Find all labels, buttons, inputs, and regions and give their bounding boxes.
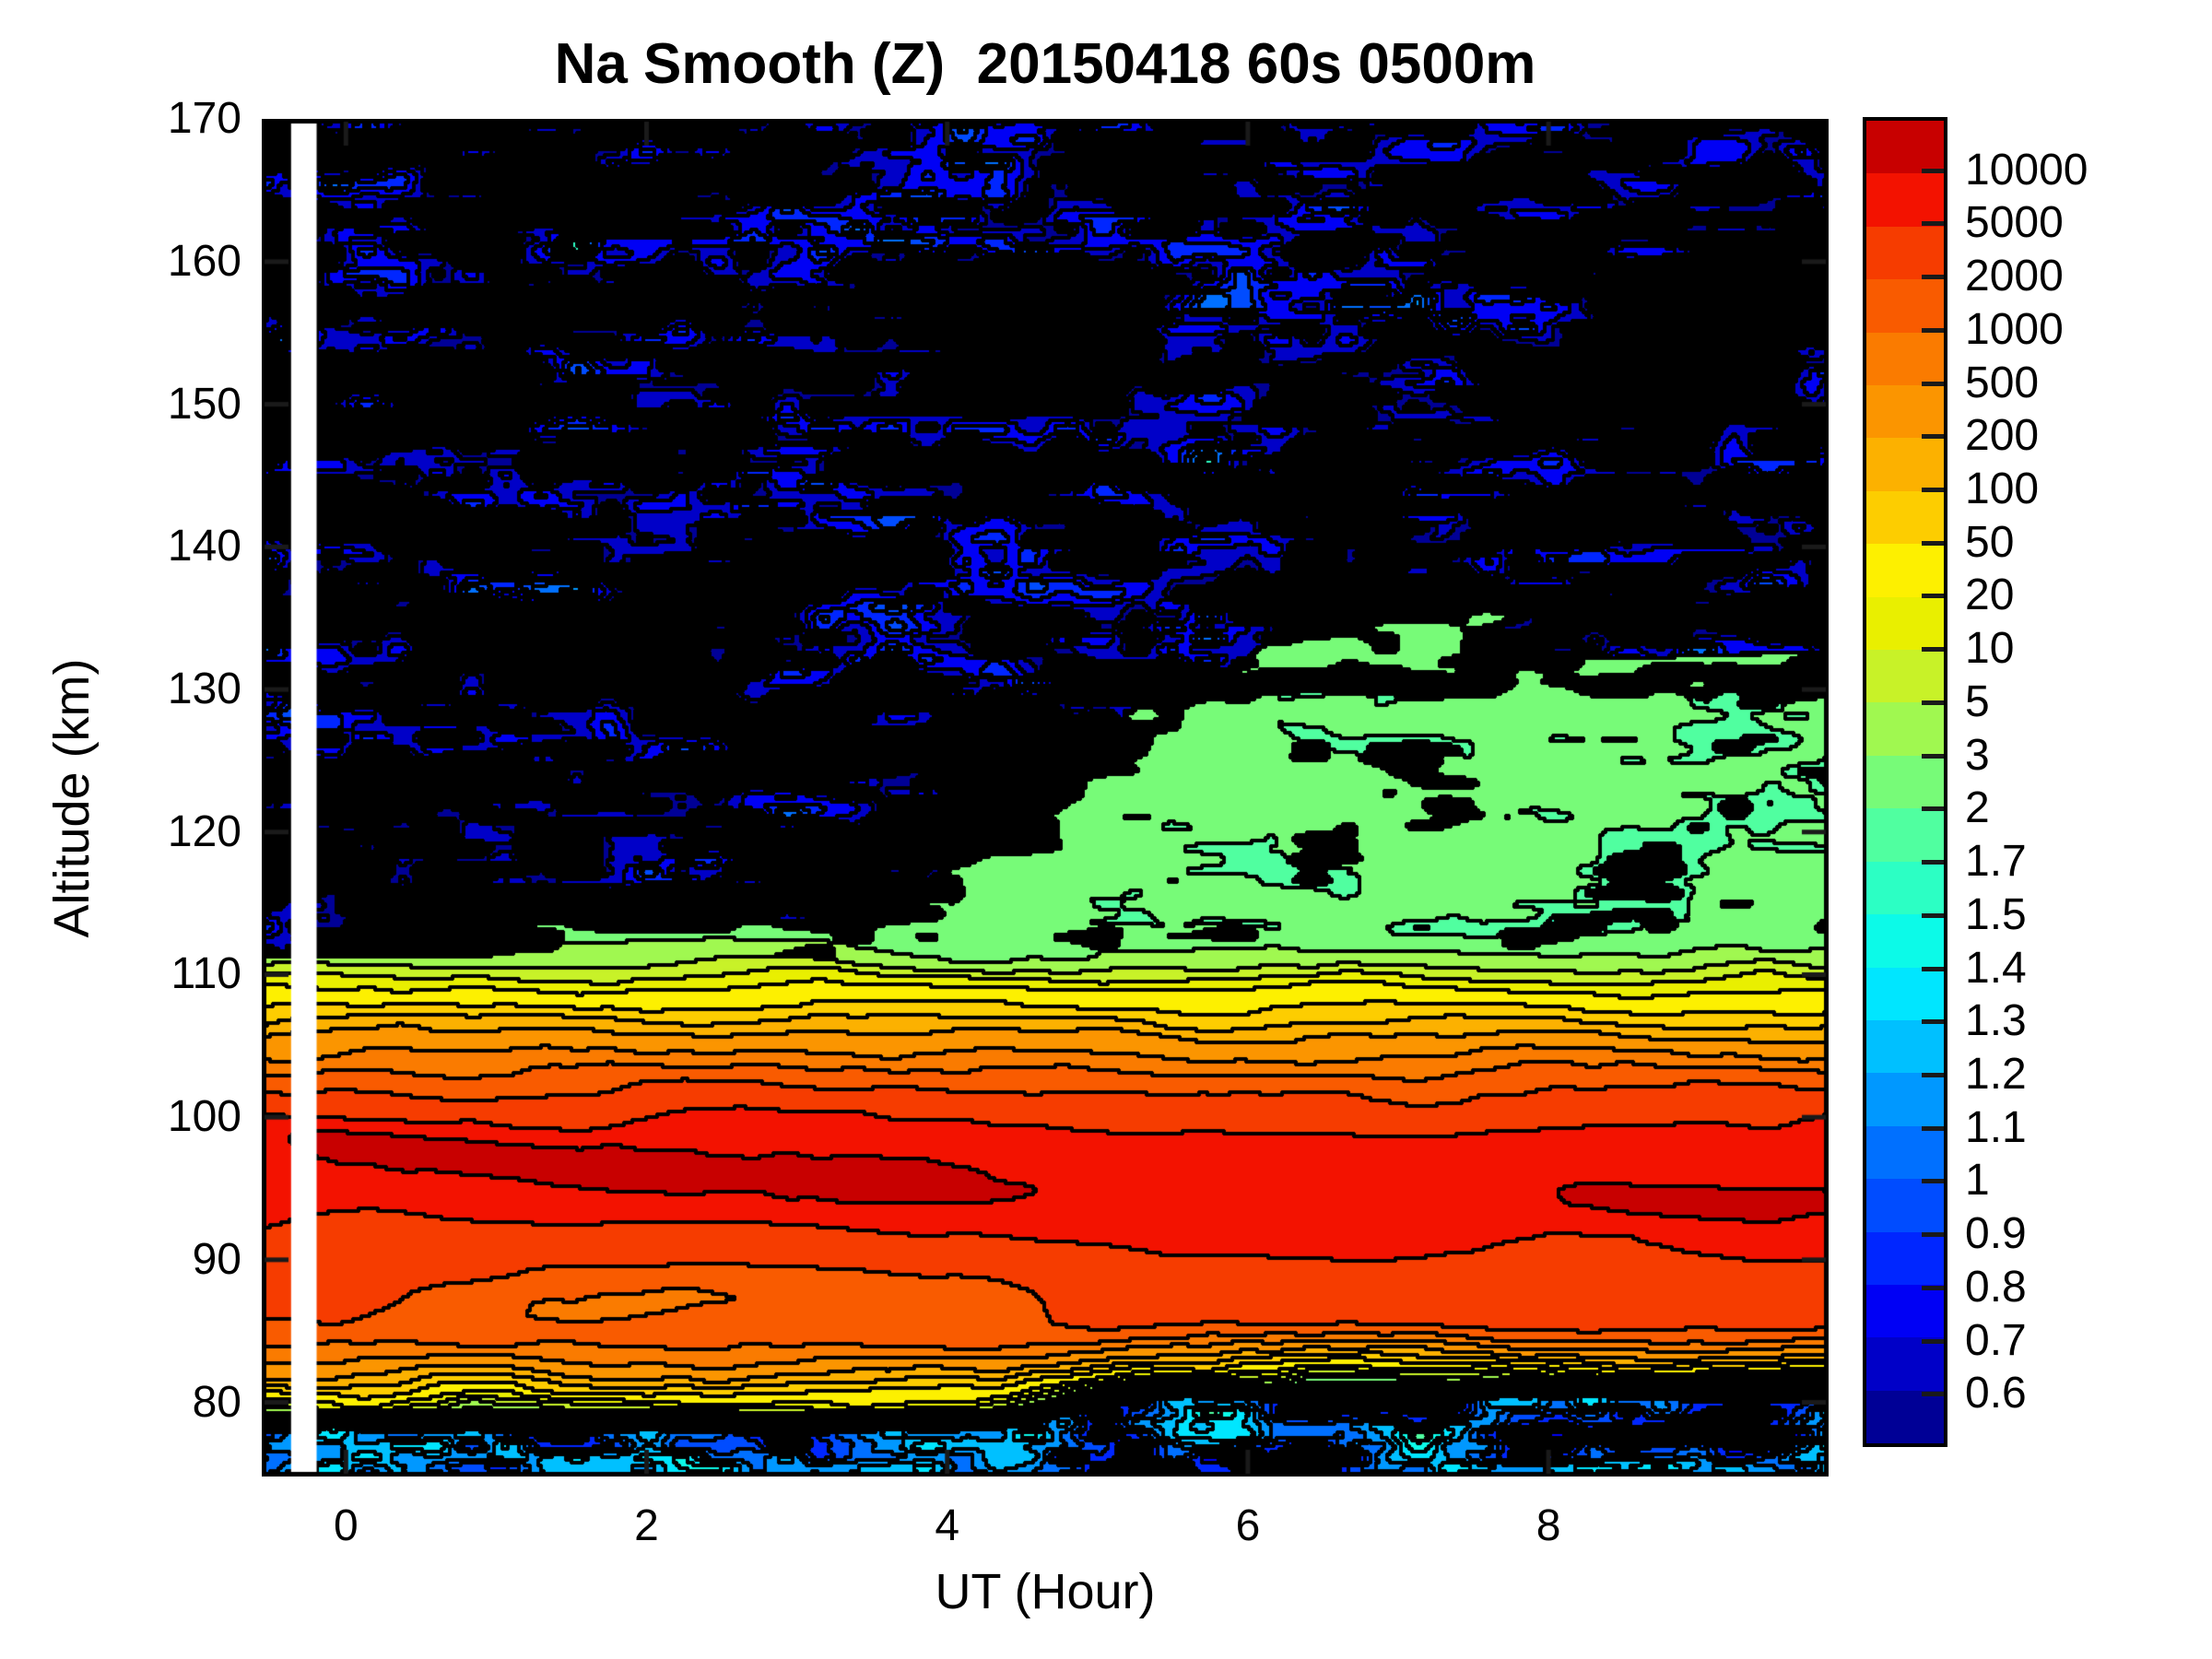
- colorbar-tick-label: 5: [1965, 677, 1990, 726]
- colorbar-tick-label: 1.5: [1965, 889, 2027, 939]
- colorbar-tick: [1922, 327, 1944, 333]
- colorbar-band: [1866, 596, 1944, 651]
- colorbar-band: [1866, 490, 1944, 545]
- colorbar-band: [1866, 650, 1944, 703]
- colorbar-tick-label: 10000: [1965, 145, 2088, 194]
- x-tick-label: 8: [1535, 1501, 1561, 1550]
- colorbar-band: [1866, 861, 1944, 915]
- colorbar-band: [1866, 279, 1944, 333]
- colorbar-tick-label: 50: [1965, 517, 2015, 567]
- colorbar-band: [1866, 226, 1944, 280]
- y-axis-label: Altitude (km): [44, 658, 100, 938]
- colorbar-tick-label: 1.4: [1965, 943, 2027, 993]
- y-tick-label: 140: [167, 522, 241, 571]
- colorbar-tick-label: 200: [1965, 411, 2040, 461]
- colorbar-band: [1866, 173, 1944, 227]
- colorbar-band: [1866, 914, 1944, 968]
- colorbar-band: [1866, 702, 1944, 756]
- colorbar-band: [1866, 1390, 1944, 1444]
- y-tick-label: 90: [192, 1234, 241, 1284]
- colorbar-tick-label: 0.8: [1965, 1262, 2027, 1312]
- colorbar-tick-label: 1.3: [1965, 996, 2027, 1046]
- colorbar-tick: [1922, 1125, 1944, 1131]
- colorbar-tick-label: 3: [1965, 730, 1990, 780]
- colorbar-band: [1866, 967, 1944, 1020]
- y-tick-label: 100: [167, 1092, 241, 1142]
- colorbar-tick: [1922, 647, 1944, 653]
- y-tick-label: 110: [171, 949, 241, 999]
- y-tick-label: 130: [167, 665, 241, 714]
- colorbar-tick-label: 0.9: [1965, 1209, 2027, 1259]
- colorbar-tick-label: 20: [1965, 571, 2015, 620]
- colorbar-tick: [1922, 966, 1944, 971]
- colorbar-tick: [1922, 1072, 1944, 1077]
- colorbar-band: [1866, 332, 1944, 386]
- colorbar-tick: [1922, 1019, 1944, 1025]
- colorbar-band: [1866, 1179, 1944, 1232]
- colorbar-tick: [1922, 753, 1944, 759]
- colorbar-band: [1866, 1125, 1944, 1180]
- colorbar: [1863, 117, 1947, 1447]
- x-tick-label: 2: [634, 1501, 659, 1550]
- colorbar-tick-label: 500: [1965, 358, 2040, 407]
- colorbar-tick: [1922, 540, 1944, 546]
- colorbar-band: [1866, 544, 1944, 597]
- colorbar-tick: [1922, 1285, 1944, 1290]
- colorbar-tick-label: 2: [1965, 783, 1990, 833]
- y-tick-label: 170: [167, 94, 241, 144]
- colorbar-tick: [1922, 700, 1944, 705]
- x-tick-label: 0: [333, 1501, 359, 1550]
- colorbar-tick: [1922, 1232, 1944, 1238]
- colorbar-band: [1866, 1284, 1944, 1338]
- colorbar-tick: [1922, 275, 1944, 280]
- colorbar-band: [1866, 1231, 1944, 1285]
- colorbar-tick: [1922, 434, 1944, 440]
- colorbar-band: [1866, 1019, 1944, 1074]
- x-tick-label: 4: [935, 1501, 960, 1550]
- colorbar-tick-label: 1.2: [1965, 1049, 2027, 1099]
- colorbar-tick: [1922, 168, 1944, 173]
- colorbar-tick-label: 5000: [1965, 198, 2064, 248]
- colorbar-band: [1866, 808, 1944, 862]
- colorbar-tick-label: 0.6: [1965, 1369, 2027, 1418]
- colorbar-tick-label: 100: [1965, 465, 2040, 514]
- y-tick-label: 120: [167, 806, 241, 856]
- colorbar-band: [1866, 1073, 1944, 1126]
- y-tick-label: 150: [167, 379, 241, 429]
- colorbar-tick: [1922, 488, 1944, 493]
- colorbar-tick-label: 10: [1965, 624, 2015, 674]
- colorbar-band: [1866, 1337, 1944, 1391]
- contour-plot-canvas: [262, 119, 1829, 1477]
- colorbar-band: [1866, 385, 1944, 439]
- y-tick-label: 80: [192, 1377, 241, 1427]
- colorbar-tick: [1922, 806, 1944, 812]
- x-tick-label: 6: [1235, 1501, 1261, 1550]
- colorbar-tick-label: 0.7: [1965, 1315, 2027, 1365]
- colorbar-tick-label: 1.1: [1965, 1102, 2027, 1152]
- colorbar-tick: [1922, 1392, 1944, 1397]
- colorbar-tick: [1922, 594, 1944, 599]
- colorbar-tick: [1922, 912, 1944, 918]
- colorbar-band: [1866, 755, 1944, 809]
- colorbar-tick: [1922, 1338, 1944, 1344]
- y-tick-label: 160: [167, 236, 241, 286]
- colorbar-tick-label: 1000: [1965, 304, 2064, 354]
- colorbar-tick: [1922, 221, 1944, 227]
- x-axis-label: UT (Hour): [935, 1564, 1156, 1619]
- colorbar-tick: [1922, 381, 1944, 386]
- colorbar-tick-label: 1.7: [1965, 837, 2027, 887]
- colorbar-tick: [1922, 860, 1944, 865]
- chart-title: Na Smooth (Z) 20150418 60s 0500m: [554, 32, 1536, 96]
- colorbar-tick: [1922, 1179, 1944, 1184]
- colorbar-band: [1866, 121, 1944, 174]
- colorbar-band: [1866, 438, 1944, 491]
- colorbar-tick-label: 2000: [1965, 252, 2064, 301]
- colorbar-tick-label: 1: [1965, 1156, 1990, 1206]
